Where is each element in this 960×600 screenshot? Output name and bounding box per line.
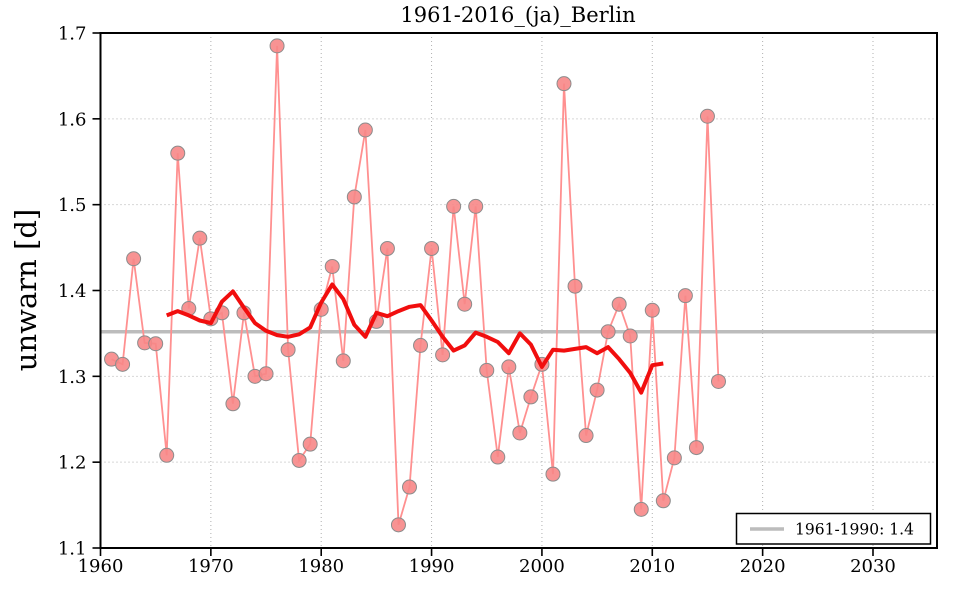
data-point — [545, 466, 561, 482]
data-point — [677, 288, 693, 304]
data-point — [710, 373, 726, 389]
x-tick-label: 1990 — [409, 556, 455, 577]
data-point — [335, 353, 351, 369]
data-point — [115, 356, 131, 372]
data-point — [655, 493, 671, 509]
data-point — [302, 436, 318, 452]
data-point — [688, 440, 704, 456]
data-point — [512, 425, 528, 441]
data-point — [269, 38, 285, 54]
data-point — [633, 501, 649, 517]
data-point — [225, 396, 241, 412]
data-point — [148, 336, 164, 352]
y-tick-label: 1.2 — [58, 453, 87, 474]
data-point — [600, 324, 616, 340]
data-point — [490, 449, 506, 465]
data-point — [446, 198, 462, 214]
data-point — [523, 389, 539, 405]
x-tick-label: 2030 — [850, 556, 896, 577]
x-tick-label: 1960 — [78, 556, 124, 577]
data-point — [291, 452, 307, 468]
x-tick-label: 2020 — [740, 556, 786, 577]
data-point — [346, 189, 362, 205]
data-point — [556, 76, 572, 92]
data-point — [324, 258, 340, 274]
axes — [92, 32, 938, 556]
data-point — [280, 342, 296, 358]
annual-line — [111, 45, 720, 526]
data-point — [479, 362, 495, 378]
y-axis-label: unwarn [d] — [9, 209, 43, 371]
data-point — [622, 328, 638, 344]
data-series-layer — [104, 38, 726, 533]
y-tick-label: 1.5 — [58, 195, 87, 216]
gridlines — [100, 32, 937, 549]
data-point — [413, 337, 429, 353]
legend: 1961-1990: 1.4 — [735, 512, 932, 545]
data-point — [435, 347, 451, 363]
data-point — [468, 198, 484, 214]
plot-border — [99, 32, 938, 549]
data-point — [126, 251, 142, 267]
data-point — [159, 447, 175, 463]
data-point — [357, 122, 373, 138]
x-tick-label: 1980 — [298, 556, 344, 577]
y-tick-label: 1.3 — [58, 367, 87, 388]
data-point — [611, 296, 627, 312]
data-point — [258, 366, 274, 382]
y-tick-label: 1.7 — [58, 24, 87, 45]
y-tick-label: 1.4 — [58, 281, 87, 302]
data-point — [578, 428, 594, 444]
data-point — [170, 145, 186, 161]
data-point — [589, 382, 605, 398]
x-tick-label: 1970 — [188, 556, 234, 577]
data-point — [457, 296, 473, 312]
smoothed-line — [165, 282, 664, 395]
x-tick-label: 2010 — [629, 556, 675, 577]
data-point — [644, 302, 660, 318]
y-tick-label: 1.6 — [58, 109, 87, 130]
data-point — [424, 240, 440, 256]
data-point — [501, 359, 517, 375]
data-point — [401, 479, 417, 495]
legend-label: 1961-1990: 1.4 — [795, 521, 914, 539]
tick-labels: 1960 1970 1980 1990 2000 2010 2020 2030 1.1 1.2 1.… — [58, 24, 896, 578]
data-point — [192, 230, 208, 246]
data-point — [567, 278, 583, 294]
x-tick-label: 2000 — [519, 556, 565, 577]
data-point — [390, 517, 406, 533]
data-point — [699, 108, 715, 124]
y-tick-label: 1.1 — [58, 539, 87, 560]
data-point — [666, 450, 682, 466]
data-point — [379, 240, 395, 256]
chart-title: 1961-2016_(ja)_Berlin — [400, 3, 635, 27]
